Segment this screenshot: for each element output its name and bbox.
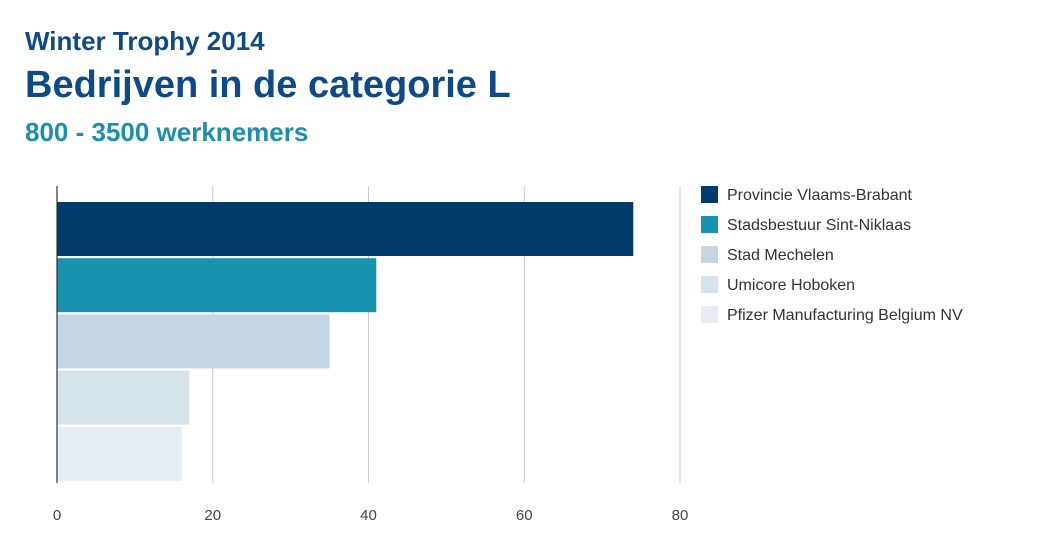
legend-swatch (701, 246, 718, 263)
x-tick-label: 60 (516, 507, 533, 524)
x-tick-label: 80 (672, 507, 689, 524)
legend: Provincie Vlaams-Brabant Stadsbestuur Sin… (701, 186, 963, 324)
legend-swatch (701, 306, 718, 323)
bar (57, 202, 634, 256)
event-title: Winter Trophy 2014 (25, 26, 265, 56)
bar (57, 314, 330, 369)
x-tick-label: 40 (360, 507, 377, 524)
legend-label: Stad Mechelen (727, 247, 834, 264)
legend-label: Stadsbestuur Sint-Niklaas (727, 217, 911, 234)
x-tick-label: 20 (204, 507, 221, 524)
legend-swatch (701, 186, 718, 203)
legend-swatch (701, 216, 718, 233)
bar (57, 370, 190, 425)
x-tick-label: 0 (53, 507, 61, 524)
bars (57, 202, 634, 481)
legend-label: Provincie Vlaams-Brabant (727, 187, 913, 204)
chart-subtitle: 800 - 3500 werknemers (25, 117, 309, 147)
legend-label: Pfizer Manufacturing Belgium NV (727, 307, 963, 324)
x-axis-ticks: 0 20 40 60 80 (53, 507, 689, 524)
legend-label: Umicore Hoboken (727, 277, 855, 294)
legend-swatch (701, 276, 718, 293)
bar (57, 426, 182, 481)
bar (57, 258, 377, 313)
chart-title: Bedrijven in de categorie L (25, 64, 511, 106)
